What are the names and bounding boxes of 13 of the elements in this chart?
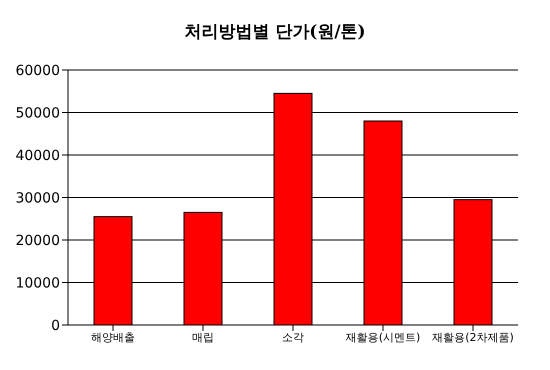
y-tick-label: 20000 <box>15 232 60 249</box>
x-tick-label: 재활용(2차제품) <box>432 330 514 344</box>
chart-title: 처리방법별 단가(원/톤) <box>183 21 367 44</box>
y-tick-label: 60000 <box>15 62 60 79</box>
y-tick-label: 10000 <box>15 275 60 292</box>
x-tick-label: 해양배출 <box>91 330 135 344</box>
x-tick-label: 소각 <box>282 330 304 344</box>
y-tick-label: 50000 <box>15 105 60 122</box>
x-tick-label: 매립 <box>192 330 214 344</box>
y-tick-label: 30000 <box>15 190 60 206</box>
x-tick-label: 재활용(시멘트) <box>346 330 420 344</box>
y-tick-label: 40000 <box>15 148 60 164</box>
y-tick-label: 0 <box>51 318 60 334</box>
